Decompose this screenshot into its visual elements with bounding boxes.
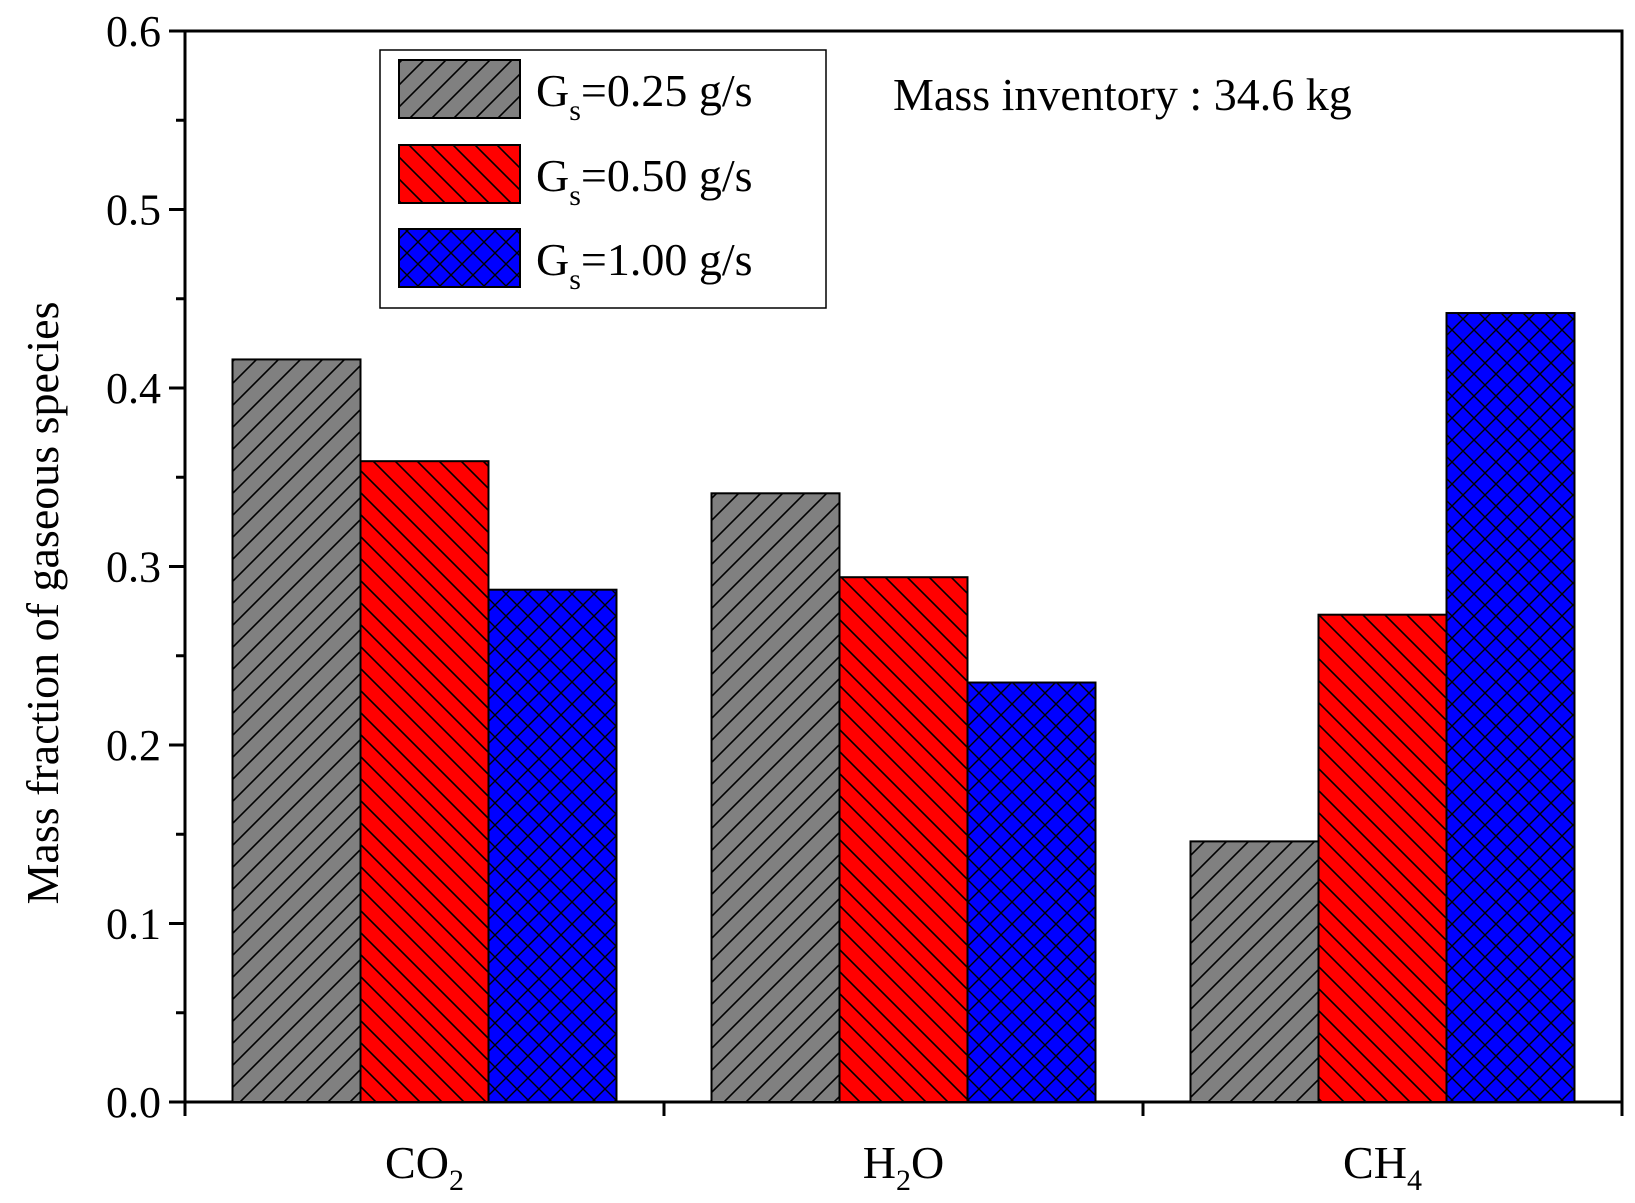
x-category-label: CO2 — [385, 1137, 464, 1197]
category-subscript: 2 — [896, 1164, 911, 1197]
category-base: H — [863, 1137, 896, 1188]
bar-3-1 — [487, 588, 618, 1103]
category-after: O — [911, 1137, 944, 1188]
y-tick-label: 0.5 — [106, 186, 161, 235]
y-axis-label: Mass fraction of gaseous species — [17, 302, 68, 905]
legend-swatch-1 — [398, 59, 521, 119]
legend: Gs=0.25 g/sGs=0.50 g/sGs=1.00 g/s — [379, 49, 827, 309]
y-tick-label: 0.1 — [106, 900, 161, 949]
legend-label-subscript: s — [569, 263, 581, 296]
bar-1-3 — [1189, 840, 1320, 1103]
legend-label-base: G — [536, 65, 569, 116]
bar-2-2 — [838, 576, 969, 1103]
bar-1-2 — [710, 492, 841, 1103]
legend-label-base: G — [536, 150, 569, 201]
y-tick-label: 0.2 — [106, 721, 161, 770]
y-tick-label: 0.6 — [106, 7, 161, 56]
legend-label-3: Gs=1.00 g/s — [536, 234, 753, 296]
y-tick-label: 0.4 — [106, 364, 161, 413]
legend-label-2: Gs=0.50 g/s — [536, 150, 753, 212]
category-subscript: 2 — [449, 1164, 464, 1197]
axis-ticks: 0.0 0.1 0.2 0.3 0.4 0.5 0.6 — [106, 7, 1624, 1127]
legend-label-subscript: s — [569, 94, 581, 127]
category-base: CH — [1343, 1137, 1407, 1188]
legend-swatch-3 — [398, 228, 521, 288]
x-category-label: CH4 — [1343, 1137, 1422, 1197]
category-base: CO — [385, 1137, 449, 1188]
legend-label-subscript: s — [569, 179, 581, 212]
bar-2-1 — [359, 460, 490, 1103]
x-category-labels: CO2 H2O CH4 — [385, 1137, 1422, 1197]
y-tick-label: 0.0 — [106, 1078, 161, 1127]
legend-label-rest: =0.50 g/s — [581, 150, 753, 201]
bar-1-1 — [231, 358, 362, 1103]
bars — [231, 312, 1576, 1104]
category-subscript: 4 — [1407, 1164, 1422, 1197]
legend-label-rest: =1.00 g/s — [581, 234, 753, 285]
bar-3-2 — [966, 681, 1097, 1104]
legend-label-rest: =0.25 g/s — [581, 65, 753, 116]
mass-inventory-annotation: Mass inventory : 34.6 kg — [893, 69, 1352, 120]
legend-label-1: Gs=0.25 g/s — [536, 65, 753, 127]
legend-label-base: G — [536, 234, 569, 285]
y-tick-label: 0.3 — [106, 543, 161, 592]
x-category-label: H2O — [863, 1137, 944, 1197]
bar-3-3 — [1445, 312, 1576, 1103]
bar-2-3 — [1317, 613, 1448, 1103]
legend-swatch-2 — [398, 144, 521, 204]
